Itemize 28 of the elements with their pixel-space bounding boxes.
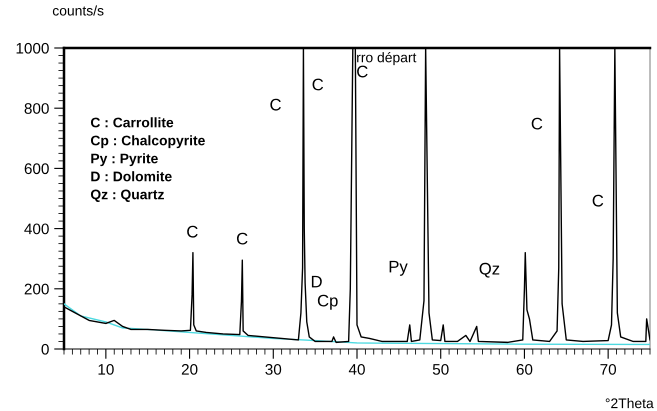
y-tick-label: 400 (24, 223, 49, 234)
annotation: C (592, 194, 604, 207)
y-tick-label: 1000 (16, 42, 49, 54)
x-tick-label: 40 (348, 364, 365, 375)
annotation: C (357, 66, 368, 78)
y-tick-label: 600 (24, 163, 49, 174)
annotation: Cp (318, 294, 338, 310)
y-tick-label: 0 (42, 344, 49, 355)
y-tick-label: 800 (24, 103, 49, 114)
annotation: C (312, 78, 324, 90)
y-tick-label: 200 (24, 284, 49, 294)
annotation: C (532, 118, 542, 130)
x-tick-label: 70 (600, 364, 616, 375)
x-tick-label: 20 (182, 364, 198, 375)
x-tick-label: 50 (432, 364, 449, 375)
annotation: C (236, 232, 248, 245)
annotation: D (312, 276, 322, 288)
x-tick-label: 30 (265, 364, 282, 375)
annotation: Qz (480, 262, 500, 278)
annotation: C : Carrollite Cp : Chalcopyrite Py : Pyrite D : Dolomite Qz : Quartz (90, 117, 205, 202)
annotation: rro départ (357, 52, 416, 66)
x-tick-label: 60 (516, 364, 532, 375)
x-tick-label: 10 (98, 364, 114, 375)
y-axis-title: counts/s (52, 5, 104, 16)
annotation: C (187, 226, 198, 238)
x-axis-title: °2Theta (606, 398, 654, 408)
annotation: C (270, 98, 281, 111)
annotation: Py (390, 260, 408, 276)
